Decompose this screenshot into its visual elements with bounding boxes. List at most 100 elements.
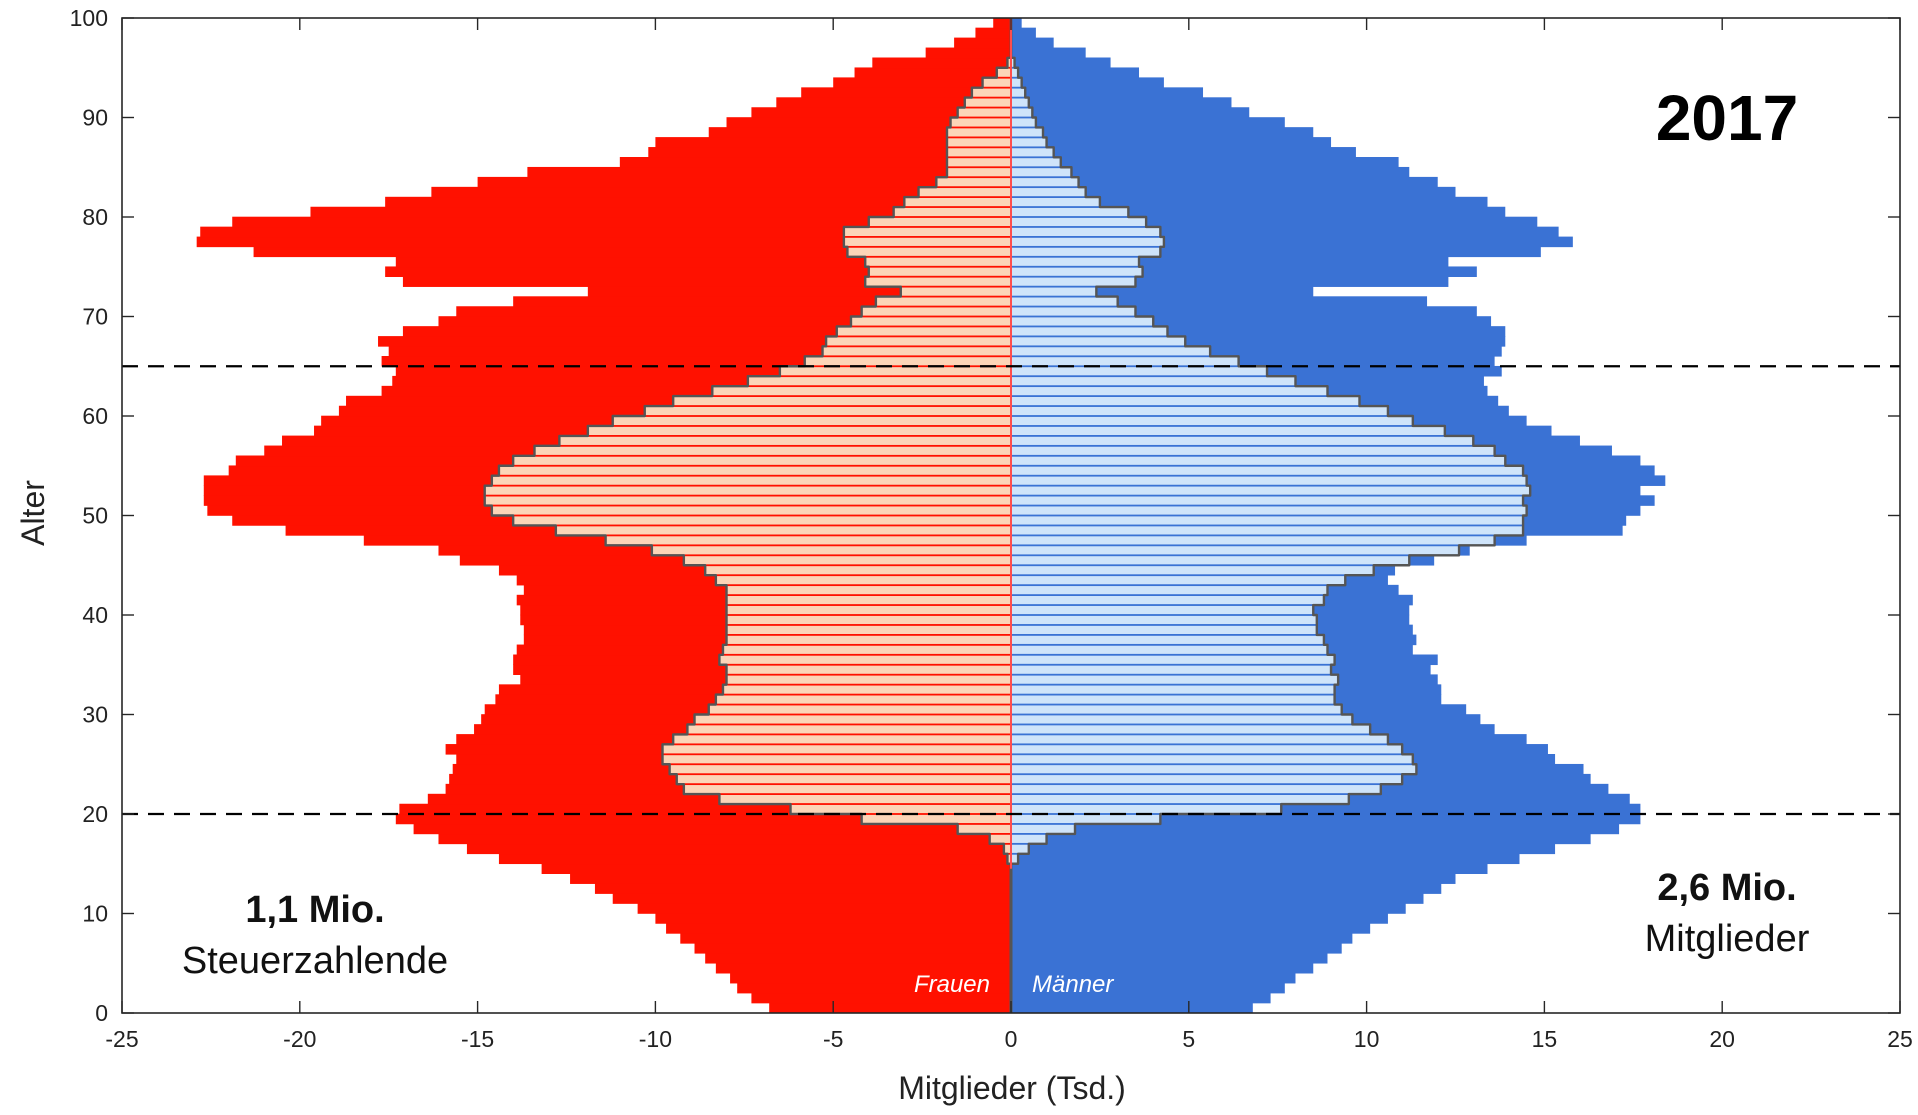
men-taxpayers-bar-age-93 <box>1011 78 1022 87</box>
women-members-bar-age-90 <box>751 107 1011 118</box>
men-taxpayers-bar-age-32 <box>1011 685 1335 694</box>
men-members-bar-age-86 <box>1011 147 1356 158</box>
men-members-bar-age-98 <box>1011 27 1036 39</box>
men-taxpayers-bar-age-52 <box>1011 486 1531 495</box>
women-members-bar-age-77 <box>196 236 1011 248</box>
women-taxpayers-bar-age-25 <box>662 755 1011 764</box>
women-taxpayers-bar-age-78 <box>843 227 1011 236</box>
women-members-bar-age-5 <box>705 953 1011 964</box>
men-taxpayers-bar-age-41 <box>1011 596 1324 605</box>
women-taxpayers-bar-age-79 <box>868 217 1011 227</box>
women-taxpayers-bar-age-80 <box>893 207 1011 217</box>
women-taxpayers-bar-age-24 <box>669 765 1011 774</box>
women-taxpayers-bar-age-94 <box>996 68 1011 77</box>
women-taxpayers-bar-age-32 <box>722 685 1011 694</box>
women-taxpayers-bar-age-49 <box>513 516 1011 525</box>
women-taxpayers-bar-age-70 <box>861 307 1011 316</box>
women-taxpayers-bar-age-91 <box>964 98 1011 107</box>
men-members-bar-age-66 <box>1011 346 1502 357</box>
women-members-bar-age-99 <box>993 17 1011 29</box>
women-taxpayers-bar-age-40 <box>726 605 1011 615</box>
men-members-bar-age-73 <box>1011 276 1449 287</box>
men-taxpayers-bar-age-33 <box>1011 675 1339 684</box>
men-taxpayers-bar-age-40 <box>1011 605 1314 615</box>
women-taxpayers-bar-age-19 <box>861 814 1011 824</box>
men-members-bar-age-77 <box>1011 236 1573 248</box>
y-tick-label: 50 <box>82 503 108 529</box>
y-axis-title: Alter <box>15 480 51 546</box>
women-taxpayers-bar-age-29 <box>694 715 1011 724</box>
women-taxpayers-bar-age-62 <box>712 387 1011 396</box>
women-taxpayers-bar-age-28 <box>687 725 1011 734</box>
women-members-bar-age-3 <box>730 972 1011 984</box>
women-members-bar-age-94 <box>854 67 1011 78</box>
men-taxpayers-bar-age-66 <box>1011 347 1211 356</box>
men-taxpayers-bar-age-65 <box>1011 357 1239 366</box>
women-members-bar-age-4 <box>715 962 1011 974</box>
men-members-bar-age-6 <box>1011 943 1342 954</box>
y-tick-label: 20 <box>82 801 108 827</box>
x-tick-label: 0 <box>1005 1026 1018 1052</box>
women-taxpayers-bar-age-67 <box>826 337 1011 346</box>
men-members-bar-age-19 <box>1011 813 1641 825</box>
women-taxpayers-bar-age-57 <box>559 436 1011 445</box>
men-taxpayers-bar-age-25 <box>1011 755 1413 764</box>
women-taxpayers-bar-age-86 <box>946 148 1011 157</box>
women-taxpayers-bar-age-36 <box>722 645 1011 654</box>
men-taxpayers-bar-age-73 <box>1011 277 1136 286</box>
women-members-bar-age-95 <box>872 57 1011 69</box>
women-taxpayers-bar-age-87 <box>946 138 1011 147</box>
men-taxpayers-bar-age-72 <box>1011 287 1097 296</box>
women-taxpayers-bar-age-90 <box>957 108 1011 117</box>
men-taxpayers-bar-age-38 <box>1011 625 1317 634</box>
men-taxpayers-bar-age-83 <box>1011 178 1079 187</box>
women-members-bar-age-63 <box>392 375 1012 387</box>
women-taxpayers-bar-age-20 <box>790 804 1011 814</box>
men-members-bar-age-68 <box>1011 326 1506 337</box>
women-taxpayers-bar-age-71 <box>875 297 1011 306</box>
men-taxpayers-bar-age-88 <box>1011 128 1044 137</box>
men-members-bar-age-83 <box>1011 176 1438 188</box>
women-taxpayers-bar-age-43 <box>715 576 1011 585</box>
women-taxpayers-bar-age-92 <box>971 88 1011 97</box>
men-taxpayers-bar-age-84 <box>1011 168 1072 177</box>
x-tick-label: 10 <box>1354 1026 1380 1052</box>
women-taxpayers-bar-age-35 <box>719 655 1011 664</box>
women-members-bar-age-0 <box>769 1002 1011 1014</box>
women-members-bar-age-66 <box>388 346 1011 357</box>
men-taxpayers-bar-age-71 <box>1011 297 1118 306</box>
men-members-bar-age-69 <box>1011 316 1492 327</box>
men-members-bar-age-81 <box>1011 196 1488 208</box>
men-members-bar-age-82 <box>1011 186 1456 198</box>
men-taxpayers-bar-age-21 <box>1011 795 1349 804</box>
men-taxpayers-bar-age-82 <box>1011 188 1086 197</box>
men-members-bar-age-99 <box>1011 17 1022 29</box>
women-taxpayers-bar-age-17 <box>989 834 1011 843</box>
men-taxpayers-bar-age-46 <box>1011 546 1460 555</box>
women-members-bar-age-80 <box>310 206 1011 218</box>
men-taxpayers-bar-age-19 <box>1011 814 1161 824</box>
women-taxpayers-bar-age-56 <box>534 446 1011 455</box>
x-tick-label: 25 <box>1887 1026 1913 1052</box>
x-tick-label: 15 <box>1532 1026 1558 1052</box>
women-members-bar-age-78 <box>200 226 1011 238</box>
women-taxpayers-bar-age-65 <box>804 357 1011 366</box>
men-members-bar-age-8 <box>1011 923 1371 934</box>
men-taxpayers-bar-age-53 <box>1011 476 1527 485</box>
women-taxpayers-bar-age-81 <box>904 198 1011 207</box>
women-taxpayers-bar-age-75 <box>865 257 1011 266</box>
men-taxpayers-bar-age-75 <box>1011 257 1140 266</box>
men-taxpayers-bar-age-74 <box>1011 267 1143 276</box>
women-taxpayers-bar-age-84 <box>946 168 1011 177</box>
y-tick-label: 60 <box>82 403 108 429</box>
women-taxpayers-bar-age-50 <box>491 506 1012 515</box>
members-total-value: 2,6 Mio. <box>1657 867 1796 909</box>
men-taxpayers-bar-age-77 <box>1011 237 1164 246</box>
women-members-bar-age-17 <box>438 833 1011 845</box>
x-tick-label: -15 <box>461 1026 494 1052</box>
women-members-bar-age-84 <box>527 166 1011 178</box>
women-taxpayers-bar-age-31 <box>715 695 1011 704</box>
men-taxpayers-bar-age-80 <box>1011 207 1129 217</box>
taxpayers-total-value: 1,1 Mio. <box>245 889 384 931</box>
